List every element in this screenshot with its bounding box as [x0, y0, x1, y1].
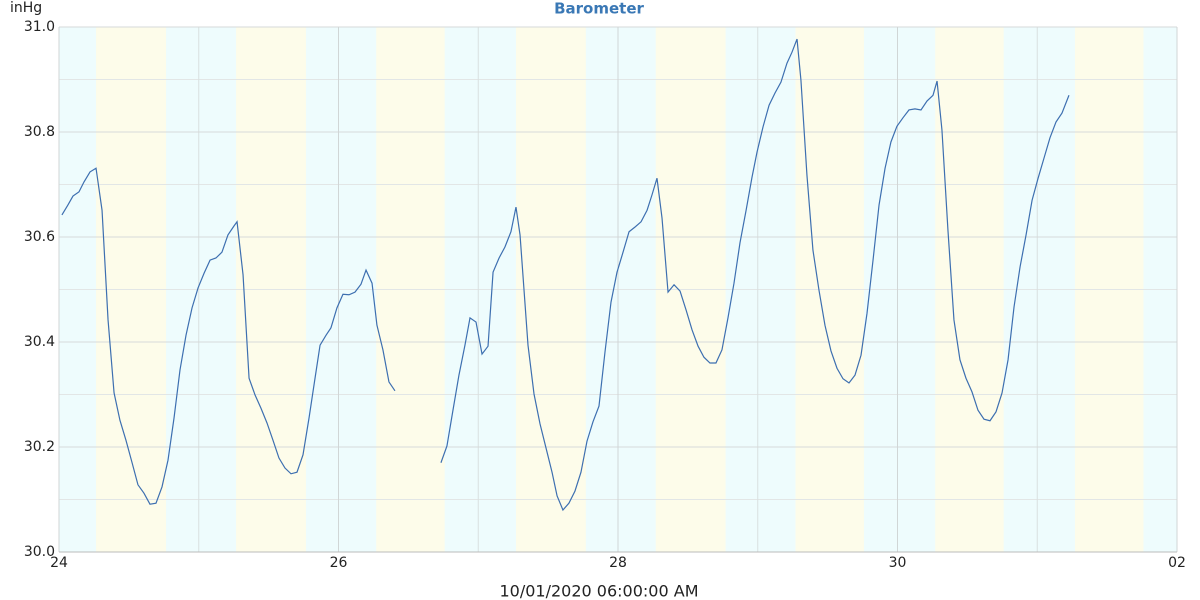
- x-tick-label: 30: [889, 555, 907, 571]
- plot-background: [58, 26, 1178, 553]
- y-tick-label: 30.8: [24, 124, 55, 140]
- x-tick-label: 02: [1168, 555, 1186, 571]
- y-tick-label: 30.2: [24, 439, 55, 455]
- x-tick-label: 26: [330, 555, 348, 571]
- x-tick-label: 24: [50, 555, 68, 571]
- y-tick-label: 30.6: [24, 229, 55, 245]
- y-axis-label: inHg: [10, 0, 42, 16]
- x-axis-label: 10/01/2020 06:00:00 AM: [500, 582, 699, 600]
- x-tick-label: 28: [609, 555, 627, 571]
- y-tick-label: 30.0: [24, 544, 55, 560]
- y-tick-label: 30.4: [24, 334, 55, 350]
- y-tick-label: 31.0: [24, 19, 55, 35]
- data-line: [61, 38, 1070, 512]
- chart-title: Barometer: [554, 0, 644, 18]
